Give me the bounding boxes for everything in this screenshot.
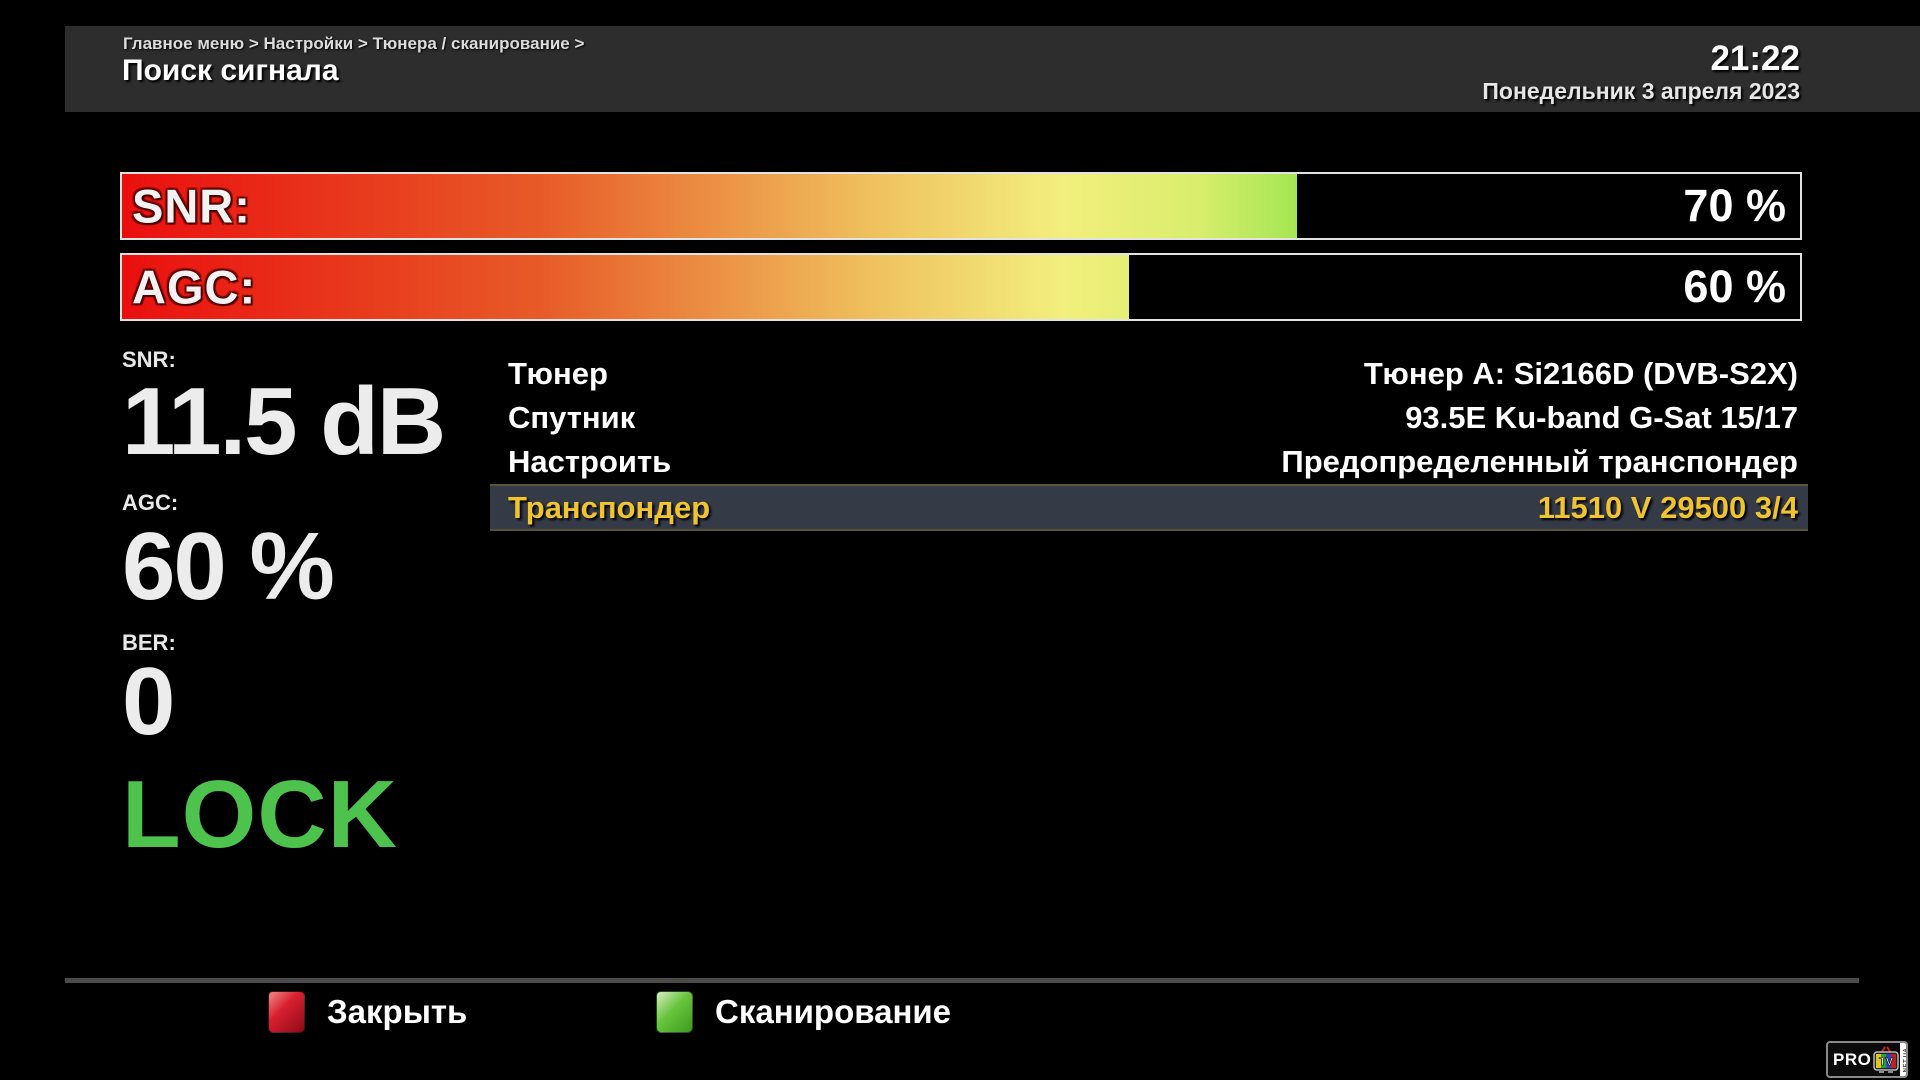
menu-value: 93.5E Ku-band G-Sat 15/17 <box>1405 400 1798 435</box>
close-button[interactable]: Закрыть <box>268 991 467 1033</box>
snr-readout-label: SNR: <box>122 347 176 372</box>
logo-pro-text: PRO <box>1833 1049 1872 1069</box>
menu-label: Спутник <box>508 400 636 435</box>
menu-value: Тюнер A: Si2166D (DVB-S2X) <box>1363 356 1798 391</box>
menu-row-tuner[interactable]: Тюнер Тюнер A: Si2166D (DVB-S2X) <box>490 352 1808 396</box>
red-key-icon <box>268 991 305 1033</box>
tv-icon: TV <box>1873 1045 1900 1073</box>
menu-row-transponder[interactable]: Транспондер 11510 V 29500 3/4 <box>490 484 1808 531</box>
page-title: Поиск сигнала <box>122 54 339 87</box>
agc-meter-empty <box>1128 255 1800 319</box>
tuner-menu: Тюнер Тюнер A: Si2166D (DVB-S2X) Спутник… <box>490 352 1808 531</box>
clock: 21:22 Понедельник 3 апреля 2023 <box>1482 39 1800 105</box>
menu-row-satellite[interactable]: Спутник 93.5E Ku-band G-Sat 15/17 <box>490 396 1808 440</box>
protv-logo: PRO TV NET.UA <box>1826 1041 1908 1078</box>
lock-status: LOCK <box>122 761 398 868</box>
menu-value: Предопределенный транспондер <box>1281 444 1798 479</box>
close-button-label: Закрыть <box>327 993 468 1030</box>
snr-meter-empty <box>1296 174 1800 238</box>
ber-readout-value: 0 <box>122 648 175 755</box>
footer-divider <box>65 978 1859 983</box>
agc-readout-label: AGC: <box>122 490 179 515</box>
snr-meter-value: 70 % <box>1683 180 1786 231</box>
menu-label: Тюнер <box>508 356 608 391</box>
snr-meter-label: SNR: <box>132 179 251 233</box>
scan-button[interactable]: Сканирование <box>656 991 951 1033</box>
logo-netua-strip: NET.UA <box>1900 1043 1906 1076</box>
ber-readout-label: BER: <box>122 630 176 655</box>
menu-label: Настроить <box>508 444 672 479</box>
agc-meter-label: AGC: <box>132 260 257 314</box>
breadcrumb: Главное меню > Настройки > Тюнера / скан… <box>123 34 585 53</box>
snr-readout-value: 11.5 dB <box>122 368 446 475</box>
snr-meter: SNR: 70 % <box>120 172 1802 240</box>
agc-readout-value: 60 % <box>122 513 335 620</box>
agc-meter: AGC: 60 % <box>120 253 1802 321</box>
green-key-icon <box>656 991 693 1033</box>
svg-text:TV: TV <box>1879 1056 1894 1068</box>
menu-value: 11510 V 29500 3/4 <box>1537 489 1798 525</box>
agc-meter-value: 60 % <box>1683 261 1786 312</box>
scan-button-label: Сканирование <box>715 993 952 1030</box>
menu-label: Транспондер <box>508 489 711 525</box>
menu-row-tune-mode[interactable]: Настроить Предопределенный транспондер <box>490 440 1808 484</box>
clock-date: Понедельник 3 апреля 2023 <box>1482 78 1800 104</box>
header-bar: Главное меню > Настройки > Тюнера / скан… <box>65 26 1920 112</box>
clock-time: 21:22 <box>1710 39 1800 78</box>
